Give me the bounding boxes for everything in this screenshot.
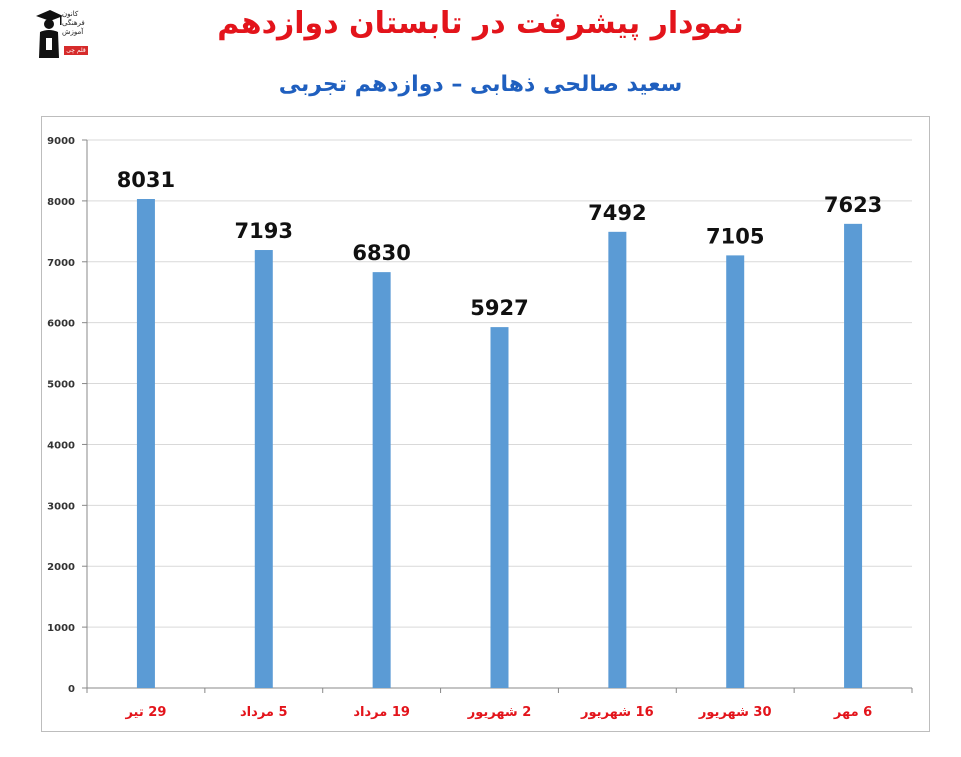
data-label: 7105 bbox=[706, 224, 764, 248]
graduate-logo-icon bbox=[36, 10, 63, 58]
logo bbox=[34, 8, 92, 60]
logo-badge: قلم چی bbox=[64, 46, 88, 55]
data-label: 7492 bbox=[588, 201, 646, 225]
bar bbox=[490, 327, 509, 688]
x-tick-label: 19 مرداد bbox=[353, 705, 410, 720]
y-tick-label: 1000 bbox=[47, 623, 75, 634]
logo-line-2: فرهنگی bbox=[62, 19, 85, 27]
bar bbox=[254, 250, 273, 688]
chart-frame bbox=[41, 116, 930, 732]
y-tick-label: 2000 bbox=[47, 562, 75, 573]
y-tick-label: 8000 bbox=[47, 197, 75, 208]
bar bbox=[726, 255, 745, 688]
x-tick-label: 30 شهریور bbox=[698, 705, 772, 720]
data-label: 7193 bbox=[235, 219, 293, 243]
bar bbox=[844, 223, 863, 688]
page-title: نمودار پیشرفت در تابستان دوازدهم bbox=[217, 6, 744, 41]
page-subtitle: سعید صالحی ذهابی – دوازدهم تجربی bbox=[278, 72, 683, 97]
y-tick-label: 3000 bbox=[47, 501, 75, 512]
data-label: 5927 bbox=[470, 296, 528, 320]
data-label: 8031 bbox=[117, 168, 175, 192]
y-tick-label: 7000 bbox=[47, 258, 75, 269]
x-tick-label: 29 تیر bbox=[124, 705, 166, 720]
data-label: 6830 bbox=[352, 241, 410, 265]
y-tick-label: 0 bbox=[68, 684, 75, 695]
x-tick-label: 2 شهریور bbox=[467, 705, 532, 720]
x-tick-label: 5 مرداد bbox=[240, 705, 288, 720]
y-tick-label: 4000 bbox=[47, 440, 75, 451]
y-tick-label: 9000 bbox=[47, 136, 75, 147]
logo-text: کانون فرهنگی آموزش bbox=[62, 10, 92, 37]
bar bbox=[372, 272, 391, 688]
y-tick-label: 6000 bbox=[47, 319, 75, 330]
logo-line-1: کانون bbox=[62, 10, 79, 18]
data-label: 7623 bbox=[824, 193, 882, 217]
y-tick-label: 5000 bbox=[47, 380, 75, 391]
logo-line-3: آموزش bbox=[62, 28, 84, 36]
bar bbox=[608, 231, 627, 689]
x-tick-label: 6 مهر bbox=[833, 705, 872, 720]
bar bbox=[136, 199, 155, 688]
x-tick-label: 16 شهریور bbox=[580, 705, 654, 720]
